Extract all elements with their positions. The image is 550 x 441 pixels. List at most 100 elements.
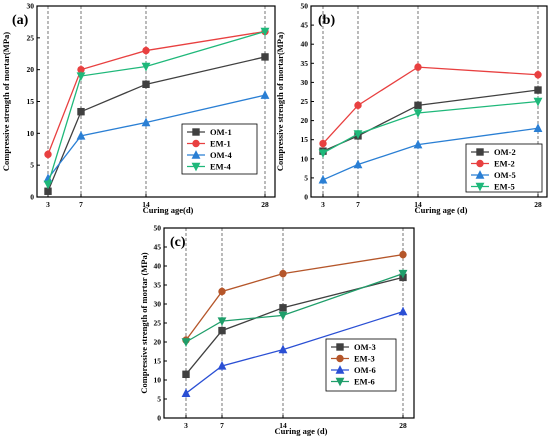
y-tick-label: 35	[154, 281, 162, 290]
y-axis-title: Compressive strength of mortar(MPa)	[275, 32, 285, 171]
x-tick-label: 28	[261, 200, 269, 209]
data-point	[278, 344, 288, 354]
data-point	[260, 90, 270, 99]
data-point	[399, 250, 407, 259]
series-line	[185, 276, 404, 375]
data-point	[260, 27, 270, 37]
y-tick-label: 15	[301, 135, 309, 144]
series-line	[322, 100, 539, 154]
data-point	[218, 326, 226, 335]
panel-label: (a)	[12, 13, 29, 28]
y-tick-label: 10	[301, 154, 309, 163]
chart-panel-0: 0 5 10 15 20 25 30 3 7 14 28 Curing age(d) Compressi…	[1, 2, 276, 215]
x-tick-label: 28	[534, 200, 542, 209]
legend-entry: OM-4	[210, 150, 232, 160]
chart-panel-2: 0 5 10 15 20 25 30 35 40 45 50 3 7 14 28 Curing age (d)…	[139, 224, 415, 436]
data-point	[354, 101, 362, 110]
x-tick-label: 3	[321, 200, 325, 209]
y-tick-label: 50	[301, 2, 309, 11]
legend-entry: EM-5	[494, 182, 515, 192]
series-line	[322, 89, 539, 152]
y-tick-label: 45	[154, 243, 162, 252]
y-tick-label: 25	[154, 319, 162, 328]
data-point	[353, 130, 363, 139]
legend-entry: EM-2	[494, 159, 515, 169]
series-line	[185, 253, 404, 341]
y-tick-label: 20	[154, 338, 162, 347]
chart-panel-1: 0 5 10 15 20 25 30 35 40 45 50 3 7 14 28 Curing age (d)…	[275, 2, 548, 215]
legend-marker	[336, 354, 344, 363]
y-tick-label: 5	[30, 161, 34, 170]
x-axis-title: Curing age (d)	[415, 205, 468, 215]
y-tick-label: 10	[27, 129, 35, 138]
data-point	[279, 269, 287, 278]
data-point	[533, 97, 543, 107]
y-tick-label: 40	[154, 262, 162, 271]
data-point	[398, 306, 408, 316]
data-point	[278, 311, 288, 321]
panel-label: (c)	[170, 235, 186, 250]
data-point	[181, 388, 191, 397]
series-line	[185, 272, 404, 343]
y-tick-label: 15	[154, 357, 162, 366]
data-point	[414, 63, 422, 71]
y-tick-label: 45	[301, 21, 309, 30]
y-tick-label: 30	[301, 78, 309, 87]
data-point	[319, 139, 327, 148]
data-point	[414, 101, 422, 110]
legend-marker	[336, 343, 344, 351]
x-tick-label: 28	[399, 421, 407, 430]
legend-marker	[475, 170, 485, 179]
y-tick-label: 20	[27, 65, 35, 74]
y-tick-label: 30	[27, 2, 35, 11]
legend-entry: EM-3	[354, 354, 375, 364]
legend-marker	[192, 139, 200, 148]
legend-entry: OM-3	[354, 342, 376, 352]
legend-entry: OM-1	[210, 127, 232, 137]
data-point	[217, 317, 227, 326]
y-tick-label: 25	[301, 97, 309, 106]
y-tick-label: 10	[154, 376, 162, 385]
legend-marker	[191, 150, 201, 159]
data-point	[217, 361, 227, 370]
data-point	[141, 117, 151, 127]
y-tick-label: 5	[304, 173, 308, 182]
legend-marker	[192, 128, 200, 136]
series-line	[322, 66, 539, 144]
panel-label: (b)	[318, 13, 335, 28]
data-point	[76, 130, 86, 140]
data-point	[534, 86, 542, 94]
x-tick-label: 14	[279, 421, 287, 430]
data-point	[318, 174, 328, 184]
data-point	[142, 80, 150, 89]
legend-entry: EM-6	[354, 377, 375, 387]
x-tick-label: 7	[79, 200, 83, 209]
series-line	[47, 30, 266, 185]
series-line	[322, 127, 539, 181]
legend-marker	[476, 159, 484, 168]
y-tick-label: 0	[157, 414, 161, 423]
data-point	[77, 107, 85, 116]
data-point	[318, 149, 328, 158]
data-point	[398, 269, 408, 279]
y-tick-label: 25	[27, 33, 35, 42]
y-tick-label: 35	[301, 59, 309, 68]
legend-entry: OM-6	[354, 365, 376, 375]
y-tick-label: 20	[301, 116, 309, 125]
data-point	[141, 62, 151, 72]
data-point	[261, 53, 269, 61]
legend-marker	[475, 182, 485, 192]
data-point	[182, 370, 190, 379]
y-tick-label: 40	[301, 40, 309, 49]
legend-entry: OM-5	[494, 170, 516, 180]
series-line	[185, 310, 404, 394]
y-tick-label: 0	[30, 193, 34, 202]
legend-entry: EM-4	[210, 162, 232, 172]
series-line	[47, 30, 266, 155]
data-point	[44, 150, 52, 159]
data-point	[533, 123, 543, 132]
x-tick-label: 14	[414, 200, 422, 209]
data-point	[218, 287, 226, 296]
data-point	[279, 304, 287, 312]
data-point	[413, 139, 423, 149]
